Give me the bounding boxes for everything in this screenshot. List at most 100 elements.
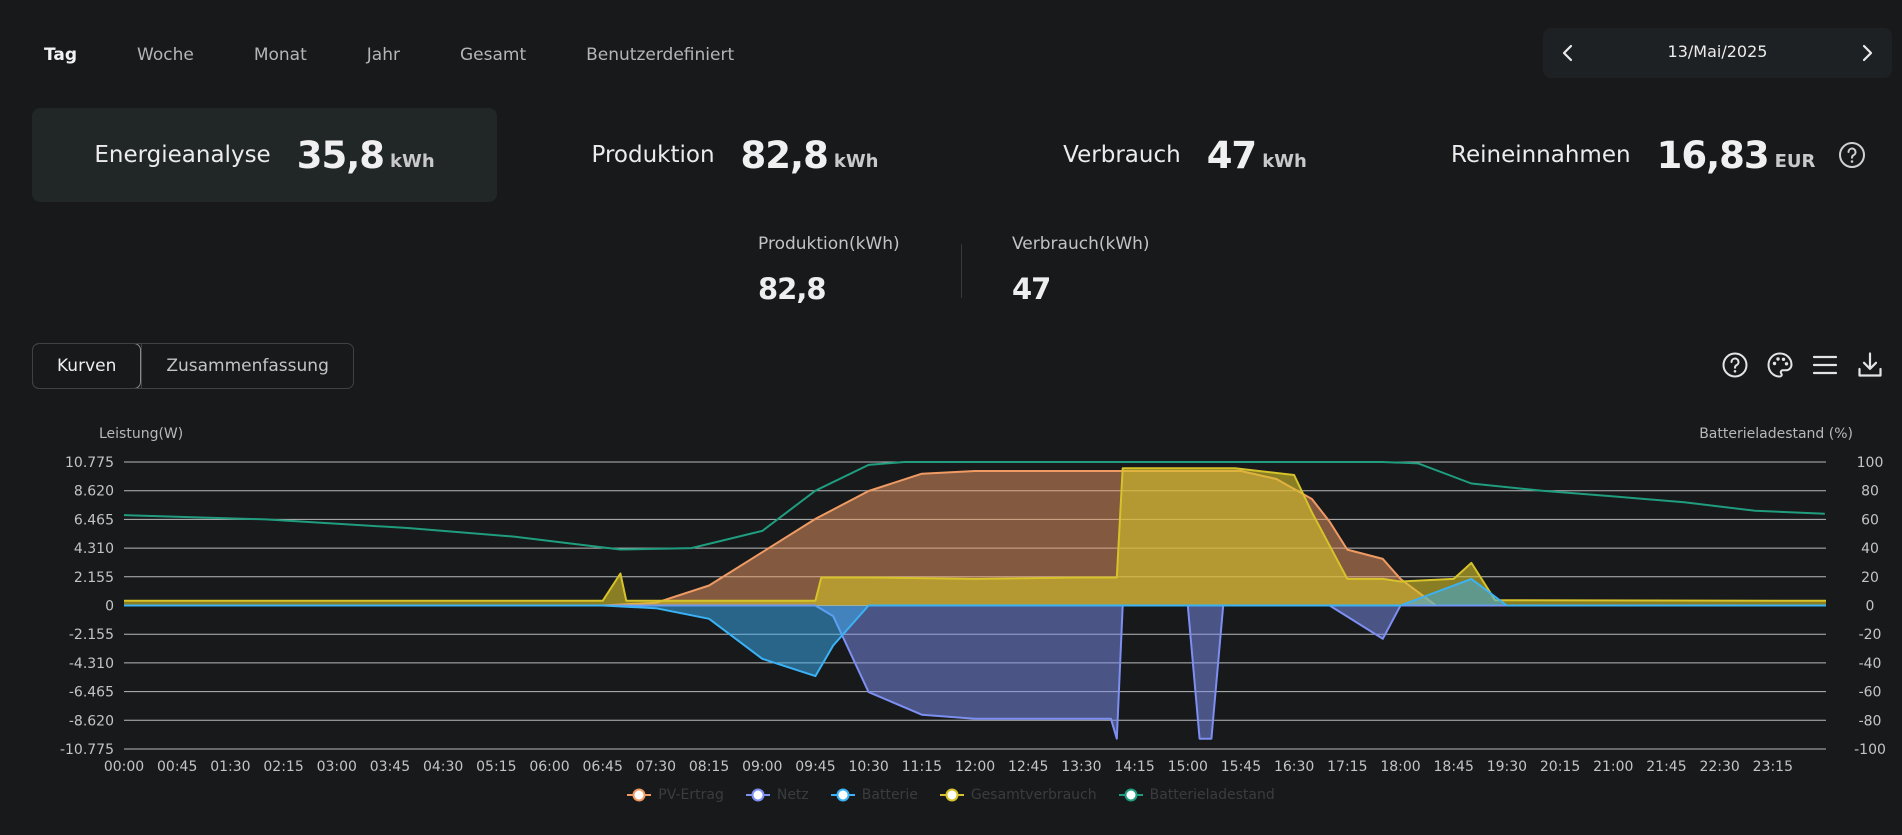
x-tick-label: 03:45 xyxy=(370,759,410,775)
card-value: 47 xyxy=(1206,133,1257,177)
card-energieanalyse[interactable]: Energieanalyse 35,8 kWh xyxy=(32,108,497,202)
legend-item-batterie[interactable]: Batterie xyxy=(830,787,918,803)
legend-marker xyxy=(939,788,964,802)
x-tick-label: 01:30 xyxy=(210,759,250,775)
y-tick-label: -4.310 xyxy=(69,656,114,672)
summary-label: Produktion(kWh) xyxy=(758,234,900,254)
x-tick-label: 09:00 xyxy=(742,759,782,775)
chevron-right-icon[interactable] xyxy=(1853,39,1881,67)
y2-tick-label: -40 xyxy=(1859,656,1882,672)
x-tick-label: 05:15 xyxy=(476,759,516,775)
x-tick-label: 00:00 xyxy=(104,759,144,775)
series-line-gesamtverbrauch xyxy=(124,467,1827,602)
series-line-netz xyxy=(124,604,1826,740)
chevron-left-icon[interactable] xyxy=(1554,39,1582,67)
card-unit: EUR xyxy=(1774,150,1816,172)
current-date[interactable]: 13/Mai/2025 xyxy=(1667,42,1768,61)
y2-tick-label: 40 xyxy=(1861,541,1879,557)
x-tick-label: 22:30 xyxy=(1699,759,1739,775)
legend-marker xyxy=(745,788,770,802)
card-label: Energieanalyse xyxy=(94,142,271,168)
series-line-batterieladestand xyxy=(123,461,1825,551)
tab-gesamt[interactable]: Gesamt xyxy=(459,45,527,65)
summary-produktion: Produktion(kWh) 82,8 xyxy=(758,234,900,306)
summary-value: 82,8 xyxy=(758,272,827,306)
x-tick-label: 06:00 xyxy=(529,759,569,775)
x-tick-label: 00:45 xyxy=(157,759,197,775)
x-tick-label: 08:15 xyxy=(689,759,729,775)
y2-tick-label: -20 xyxy=(1859,627,1882,643)
x-tick-label: 19:30 xyxy=(1487,759,1527,775)
card-unit: kWh xyxy=(1262,150,1307,172)
x-tick-label: 21:45 xyxy=(1646,759,1686,775)
x-tick-label: 21:00 xyxy=(1593,759,1633,775)
legend-label: Batterie xyxy=(861,787,918,803)
palette-icon[interactable] xyxy=(1765,350,1795,380)
x-tick-label: 18:00 xyxy=(1380,759,1420,775)
help-circle-icon[interactable] xyxy=(1720,350,1750,380)
y2-tick-label: -60 xyxy=(1859,685,1882,701)
x-tick-label: 02:15 xyxy=(263,759,303,775)
card-label: Produktion xyxy=(591,142,715,168)
y2-tick-label: -100 xyxy=(1854,742,1886,758)
tab-jahr[interactable]: Jahr xyxy=(366,45,400,65)
x-tick-label: 04:30 xyxy=(423,759,463,775)
legend-item-netz[interactable]: Netz xyxy=(745,787,809,803)
y2-axis-title: Batterieladestand (%) xyxy=(1699,426,1853,442)
x-tick-label: 12:00 xyxy=(955,759,995,775)
y2-tick-label: 60 xyxy=(1861,512,1879,528)
card-verbrauch[interactable]: Verbrauch 47 kWh xyxy=(960,108,1410,202)
help-circle-icon[interactable] xyxy=(1838,141,1866,169)
y2-tick-label: 80 xyxy=(1861,484,1879,500)
divider xyxy=(961,244,962,298)
period-tabs: Tag Woche Monat Jahr Gesamt Benutzerdefi… xyxy=(44,40,794,70)
card-produktion[interactable]: Produktion 82,8 kWh xyxy=(510,108,960,202)
x-tick-label: 20:15 xyxy=(1540,759,1580,775)
legend-label: Netz xyxy=(776,787,809,803)
x-tick-label: 03:00 xyxy=(317,759,357,775)
summary-verbrauch: Verbrauch(kWh) 47 xyxy=(1012,234,1150,306)
chart-legend: PV-Ertrag Netz Batterie Gesamtverbrauch … xyxy=(0,787,1902,803)
card-reineinnahmen[interactable]: Reineinnahmen 16,83 EUR xyxy=(1451,108,1821,202)
legend-marker xyxy=(627,788,652,802)
card-value: 16,83 xyxy=(1656,133,1770,177)
x-tick-label: 12:45 xyxy=(1008,759,1048,775)
legend-item-batterieladestand[interactable]: Batterieladestand xyxy=(1118,787,1275,803)
power-chart[interactable]: 10.775 100 8.620 80 6.465 60 4.310 40 2.155 20 0 0 -… xyxy=(0,440,1902,780)
y2-tick-label: 100 xyxy=(1857,455,1884,471)
tab-tag[interactable]: Tag xyxy=(44,45,78,65)
y-tick-label: -6.465 xyxy=(69,685,114,701)
y-axis-title: Leistung(W) xyxy=(99,426,184,442)
x-tick-label: 16:30 xyxy=(1274,759,1314,775)
tab-benutzerdefiniert[interactable]: Benutzerdefiniert xyxy=(586,45,735,65)
tab-woche[interactable]: Woche xyxy=(137,45,194,65)
legend-marker xyxy=(1118,788,1143,802)
legend-item-gesamtverbrauch[interactable]: Gesamtverbrauch xyxy=(939,787,1097,803)
card-label: Reineinnahmen xyxy=(1451,142,1631,168)
x-tick-label: 07:30 xyxy=(636,759,676,775)
x-tick-label: 14:15 xyxy=(1114,759,1154,775)
x-tick-label: 18:45 xyxy=(1434,759,1474,775)
x-tick-label: 23:15 xyxy=(1753,759,1793,775)
date-picker: 13/Mai/2025 xyxy=(1543,28,1892,78)
download-icon[interactable] xyxy=(1855,350,1885,380)
menu-icon[interactable] xyxy=(1810,350,1840,380)
legend-marker xyxy=(830,788,855,802)
view-zusammenfassung-button[interactable]: Zusammenfassung xyxy=(141,344,353,388)
summary-value: 47 xyxy=(1012,272,1051,306)
series-area-netz xyxy=(124,605,1826,739)
y2-tick-label: 0 xyxy=(1866,599,1875,615)
card-label: Verbrauch xyxy=(1063,142,1181,168)
legend-item-pv-ertrag[interactable]: PV-Ertrag xyxy=(627,787,724,803)
view-toggle: Kurven Zusammenfassung xyxy=(32,343,354,389)
y2-tick-label: -80 xyxy=(1859,713,1882,729)
y-tick-label: -10.775 xyxy=(60,742,114,758)
tab-monat[interactable]: Monat xyxy=(253,45,307,65)
view-kurven-button[interactable]: Kurven xyxy=(32,344,142,388)
y-tick-label: 0 xyxy=(105,599,114,615)
y-tick-label: 6.465 xyxy=(74,512,114,528)
y-tick-label: 8.620 xyxy=(74,484,114,500)
y2-tick-label: 20 xyxy=(1861,570,1879,586)
y-tick-label: -2.155 xyxy=(69,627,114,643)
x-tick-label: 11:15 xyxy=(902,759,942,775)
